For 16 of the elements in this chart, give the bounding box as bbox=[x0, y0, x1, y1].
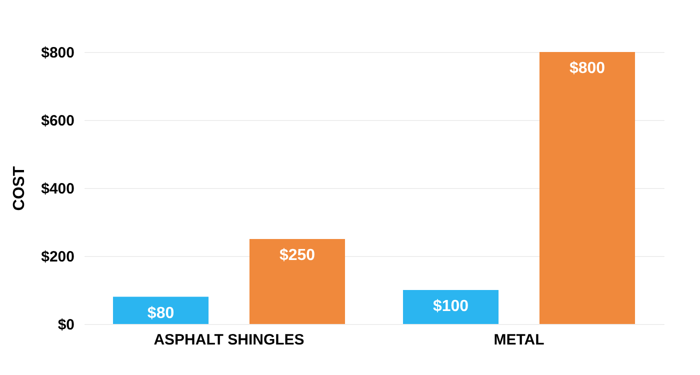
data-label: $250 bbox=[279, 247, 316, 264]
y-tick-label: $400 bbox=[41, 180, 74, 198]
bar bbox=[113, 296, 209, 324]
y-tick-label: $600 bbox=[41, 112, 74, 130]
x-tick-label: ASPHALT SHINGLES bbox=[154, 332, 304, 348]
y-tick-label: $200 bbox=[41, 248, 74, 266]
y-tick-label: $0 bbox=[58, 316, 74, 334]
data-label: $800 bbox=[569, 60, 606, 77]
y-tick-label: $800 bbox=[41, 44, 74, 62]
x-tick-label: METAL bbox=[494, 332, 544, 348]
data-label: $100 bbox=[432, 298, 469, 315]
y-axis-title: COST bbox=[11, 166, 28, 211]
data-label: $80 bbox=[147, 304, 174, 322]
bar bbox=[539, 52, 635, 324]
bar bbox=[403, 290, 499, 324]
bar bbox=[249, 239, 345, 324]
